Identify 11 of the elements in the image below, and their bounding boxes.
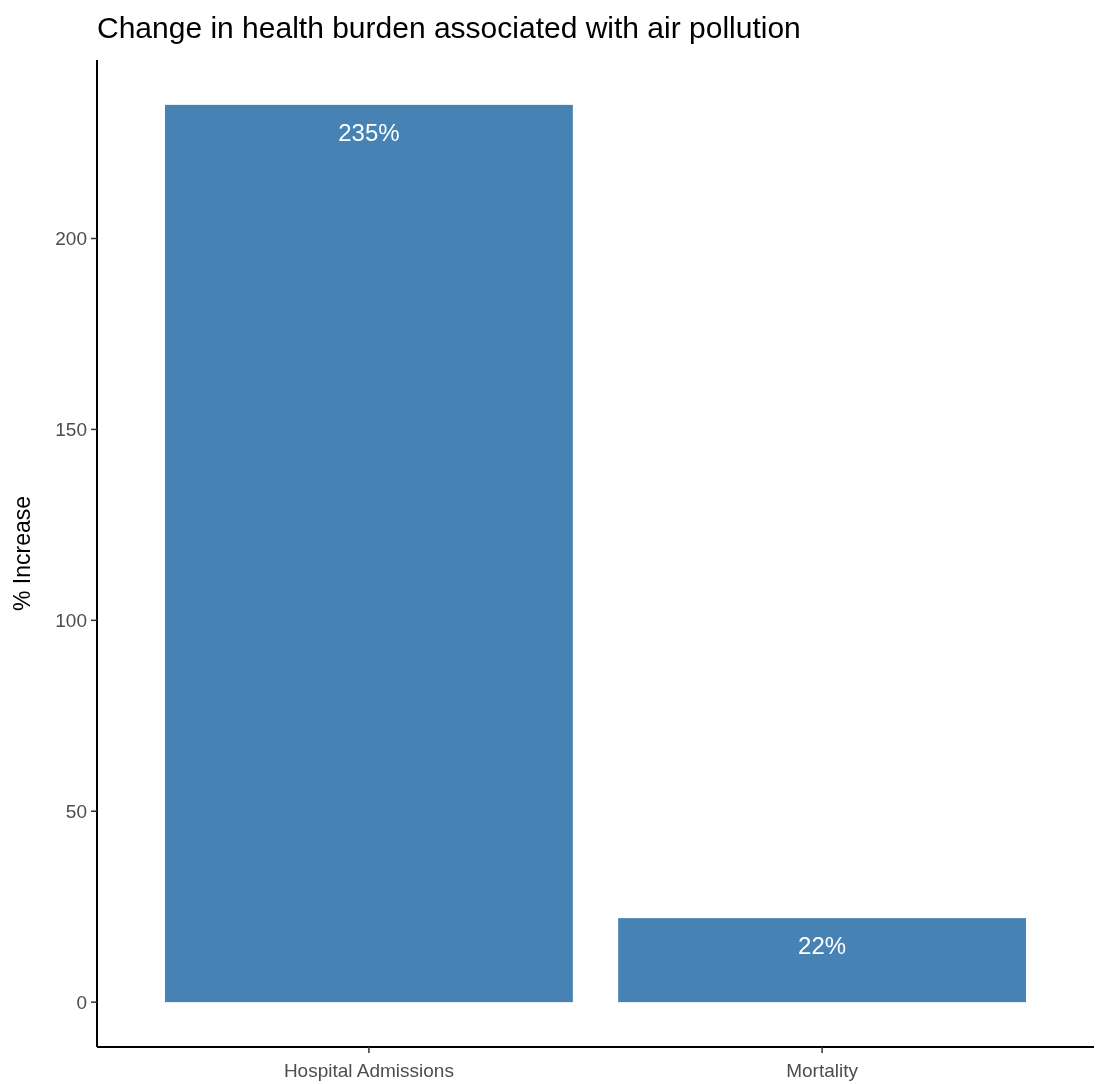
x-tick-label: Mortality bbox=[786, 1060, 859, 1081]
y-tick-label: 200 bbox=[55, 228, 87, 250]
y-tick-label: 150 bbox=[55, 419, 87, 441]
y-axis-title: % Increase bbox=[9, 495, 35, 612]
x-tick-label: Hospital Admissions bbox=[283, 1060, 454, 1081]
data-label: 22% bbox=[798, 932, 847, 960]
y-tick-label: 0 bbox=[76, 991, 87, 1013]
chart-title: Change in health burden associated with air pollution bbox=[97, 11, 801, 44]
data-label: 235% bbox=[338, 118, 400, 146]
y-tick-label: 50 bbox=[65, 800, 87, 822]
y-tick-label: 100 bbox=[55, 609, 87, 631]
